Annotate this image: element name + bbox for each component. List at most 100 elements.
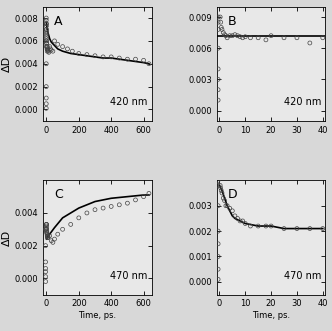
Point — [76, 215, 81, 220]
Point — [70, 49, 75, 54]
Point — [44, 46, 50, 52]
Point — [218, 25, 224, 30]
Point — [232, 213, 238, 218]
Point — [43, 227, 48, 232]
Point — [256, 35, 261, 40]
Text: D: D — [228, 188, 237, 201]
Point — [215, 266, 221, 272]
Point — [44, 34, 49, 39]
Point — [43, 269, 48, 274]
Point — [84, 52, 90, 57]
Text: A: A — [54, 15, 62, 27]
Point — [146, 61, 152, 67]
X-axis label: Time, ps.: Time, ps. — [252, 311, 290, 320]
Point — [44, 228, 49, 234]
Point — [76, 51, 81, 56]
Point — [44, 21, 49, 26]
Point — [50, 49, 55, 54]
Point — [92, 53, 98, 58]
Point — [230, 208, 235, 213]
Point — [44, 29, 49, 34]
Point — [44, 227, 49, 232]
Point — [215, 277, 221, 282]
Point — [235, 216, 240, 221]
Point — [50, 240, 55, 245]
Point — [215, 14, 221, 20]
Point — [215, 254, 221, 259]
Point — [248, 35, 253, 40]
Point — [43, 95, 49, 101]
Point — [307, 40, 312, 46]
Point — [221, 30, 226, 35]
Point — [44, 24, 49, 29]
Y-axis label: ΔD: ΔD — [2, 229, 12, 246]
Point — [215, 97, 221, 103]
Point — [47, 233, 52, 238]
Point — [307, 226, 312, 231]
Point — [48, 47, 54, 53]
Point — [243, 34, 248, 39]
Point — [44, 38, 49, 44]
Point — [227, 33, 232, 38]
Point — [243, 221, 248, 226]
Point — [44, 31, 49, 37]
Point — [44, 230, 49, 235]
X-axis label: Time, ps.: Time, ps. — [78, 311, 117, 320]
Text: 470 nm: 470 nm — [284, 271, 321, 281]
Point — [215, 203, 221, 208]
Point — [215, 46, 221, 51]
Text: 420 nm: 420 nm — [110, 97, 147, 107]
Point — [217, 14, 223, 20]
Point — [84, 210, 90, 215]
Point — [218, 188, 224, 193]
Point — [45, 233, 50, 238]
Point — [47, 44, 52, 49]
Point — [45, 44, 50, 49]
Point — [101, 54, 106, 60]
Text: C: C — [54, 188, 63, 201]
Text: B: B — [228, 15, 236, 27]
Point — [146, 191, 152, 196]
Point — [44, 44, 49, 49]
Point — [117, 202, 122, 208]
Point — [320, 226, 325, 231]
Point — [45, 46, 50, 52]
Point — [248, 223, 253, 229]
Point — [222, 198, 227, 203]
Point — [44, 36, 49, 41]
Point — [237, 34, 243, 39]
Point — [240, 35, 245, 40]
Point — [263, 223, 269, 229]
Point — [45, 235, 50, 240]
Point — [44, 44, 49, 49]
Point — [55, 232, 60, 237]
Point — [44, 232, 50, 237]
Point — [43, 61, 49, 67]
Point — [43, 266, 48, 271]
Point — [45, 47, 50, 53]
Point — [44, 222, 49, 227]
Point — [43, 274, 48, 279]
Point — [44, 40, 49, 46]
Point — [45, 233, 50, 238]
Point — [52, 38, 57, 44]
Point — [68, 222, 73, 227]
Point — [215, 241, 221, 247]
Point — [45, 47, 51, 53]
Point — [92, 207, 98, 213]
Point — [215, 228, 221, 234]
Point — [141, 194, 146, 199]
Point — [45, 235, 50, 240]
Point — [117, 55, 122, 61]
Point — [45, 235, 51, 240]
Point — [224, 35, 230, 40]
Point — [281, 226, 287, 231]
Point — [46, 50, 51, 55]
Point — [215, 20, 221, 25]
Point — [230, 33, 235, 38]
Point — [215, 77, 221, 82]
Point — [215, 27, 221, 32]
Point — [65, 46, 70, 52]
Point — [43, 259, 48, 264]
Point — [269, 223, 274, 229]
